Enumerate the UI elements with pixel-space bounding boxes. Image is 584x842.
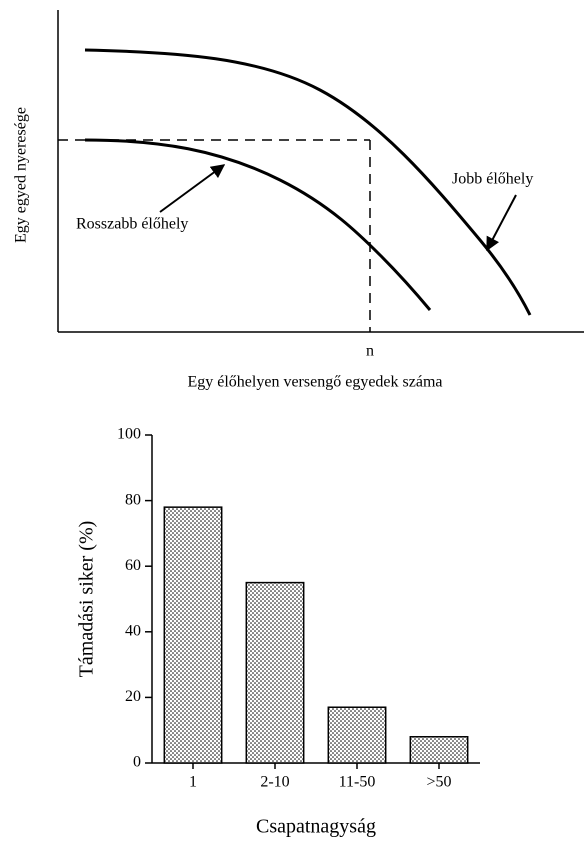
y-tick-label: 80: [125, 491, 141, 508]
diagram: Rosszabb élőhely Jobb élőhely n Egy élőh…: [13, 10, 584, 391]
y-tick-label: 40: [125, 622, 141, 639]
y-axis-label: Támadási siker (%): [76, 521, 98, 678]
better-curve: [84, 48, 532, 316]
annotation: Rosszabb élőhely: [76, 216, 188, 233]
y-tick-label: 20: [125, 688, 141, 705]
x-tick-label: n: [366, 343, 374, 360]
x-tick-label: >50: [426, 774, 451, 791]
y-tick-label: 0: [133, 754, 141, 771]
y-tick-label: 100: [117, 426, 141, 443]
bar: [327, 706, 387, 764]
arrow: [486, 194, 517, 252]
x-tick-label: 2-10: [260, 774, 289, 791]
bar: [245, 581, 305, 764]
y-tick-label: 60: [125, 557, 141, 574]
annotation: Jobb élőhely: [452, 171, 533, 188]
y-axis-label: Egy egyed nyeresége: [13, 107, 30, 243]
x-tick-label: 1: [189, 774, 197, 791]
bar-chart: Támadási siker (%) Csapatnagyság 0 20 40 60…: [76, 426, 480, 838]
arrow: [159, 164, 226, 213]
bar: [163, 506, 223, 764]
bar: [409, 736, 469, 764]
x-axis-label: Csapatnagyság: [256, 816, 376, 838]
x-tick-label: 11-50: [339, 774, 376, 791]
dashed-guide: [58, 139, 371, 332]
worse-curve: [84, 138, 432, 311]
x-axis-label: Egy élőhelyen versengő egyedek száma: [187, 374, 442, 391]
